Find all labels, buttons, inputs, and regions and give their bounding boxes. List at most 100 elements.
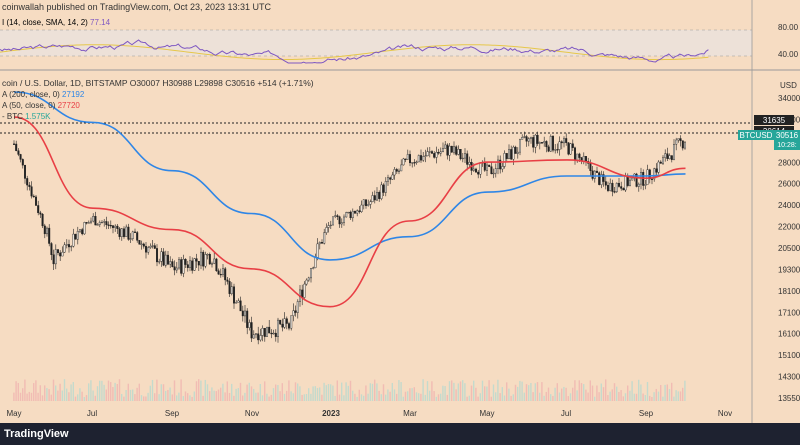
volume-bar	[57, 390, 59, 401]
candle-body	[197, 260, 200, 266]
candle-body	[221, 268, 224, 275]
volume-bar	[55, 385, 57, 401]
candle-body	[133, 231, 136, 233]
volume-bar	[455, 389, 457, 401]
volume-bar	[644, 395, 646, 401]
candle-body	[340, 222, 343, 225]
candle-body	[486, 164, 489, 171]
volume-bar	[512, 394, 514, 401]
candle-body	[492, 172, 495, 175]
volume-bar	[44, 385, 46, 401]
candle-body	[545, 141, 548, 148]
candle-body	[136, 232, 139, 241]
volume-bar	[486, 386, 488, 401]
volume-bar	[682, 387, 684, 401]
volume-bar	[616, 386, 618, 401]
volume-bar	[684, 380, 686, 401]
volume-bar	[178, 392, 180, 401]
ohlc-open: O30007	[129, 78, 160, 88]
candle-body	[334, 215, 337, 217]
candle-body	[72, 233, 75, 247]
volume-bar	[92, 390, 94, 401]
volume-bar	[541, 382, 543, 401]
volume-bar	[607, 395, 609, 401]
candle-body	[261, 327, 264, 336]
candle-body	[681, 140, 684, 149]
candle-body	[670, 155, 673, 160]
volume-bar	[354, 393, 356, 401]
candle-body	[391, 174, 394, 180]
volume-bar	[530, 383, 532, 401]
volume-bar	[114, 382, 116, 401]
volume-bar	[52, 379, 55, 401]
volume-bar	[68, 392, 70, 401]
candle-body	[107, 224, 110, 226]
volume-bar	[79, 388, 81, 401]
candle-body	[497, 159, 500, 169]
candle-body	[646, 169, 649, 185]
candle-body	[182, 258, 185, 274]
candle-body	[479, 162, 482, 175]
candle-body	[105, 221, 108, 226]
candle-body	[26, 178, 29, 186]
price-tick-label: 15100	[778, 351, 800, 360]
volume-bar	[407, 391, 409, 401]
volume-bar	[123, 396, 125, 401]
volume-bar	[200, 380, 202, 401]
candle-body	[519, 139, 522, 153]
volume-bar	[411, 388, 413, 401]
candle-body	[675, 139, 678, 145]
candle-body	[598, 172, 601, 185]
candle-body	[127, 226, 130, 240]
candle-body	[336, 215, 339, 217]
volume-bar	[237, 388, 239, 401]
candle-body	[378, 192, 381, 199]
candle-body	[365, 199, 368, 206]
volume-bar	[497, 379, 499, 401]
volume-bar	[83, 396, 85, 401]
candle-body	[574, 147, 577, 161]
candle-body	[237, 300, 240, 303]
candle-body	[393, 169, 396, 176]
volume-bar	[635, 393, 638, 401]
volume-bar	[305, 394, 308, 401]
volume-bar	[292, 393, 294, 401]
candle-body	[142, 243, 145, 247]
volume-bar	[41, 395, 44, 401]
month-label: Sep	[639, 409, 654, 418]
candle-body	[415, 161, 418, 163]
volume-bar	[402, 396, 404, 401]
candle-body	[615, 182, 618, 192]
candle-body	[501, 166, 504, 170]
ma50-legend: A (50, close, 0) 27720	[2, 101, 80, 110]
volume-bar	[404, 391, 407, 401]
volume-bar	[611, 389, 613, 401]
volume-bar	[59, 383, 61, 401]
candle-body	[459, 149, 462, 159]
volume-bar	[587, 392, 589, 401]
volume-bar	[165, 390, 167, 401]
candle-body	[263, 327, 266, 337]
volume-bar	[633, 393, 635, 401]
volume-bar	[578, 380, 580, 401]
candle-body	[356, 210, 359, 214]
volume-bar	[143, 396, 145, 401]
candle-body	[477, 171, 480, 175]
volume-bar	[301, 394, 303, 401]
volume-bar	[112, 387, 114, 401]
candle-body	[596, 170, 599, 173]
candle-body	[83, 222, 86, 235]
volume-bar	[640, 384, 642, 401]
volume-bar	[149, 385, 151, 401]
volume-bar	[492, 384, 495, 401]
volume-bar	[433, 391, 435, 401]
ma200-legend-label: A (200, close, 0)	[2, 90, 60, 99]
candle-body	[332, 216, 335, 226]
candle-body	[624, 175, 627, 191]
volume-bar	[613, 383, 616, 401]
candle-body	[349, 211, 352, 219]
volume-bar	[602, 387, 605, 401]
volume-bar	[24, 379, 26, 401]
volume-bar	[503, 395, 506, 401]
volume-bar	[213, 390, 215, 401]
